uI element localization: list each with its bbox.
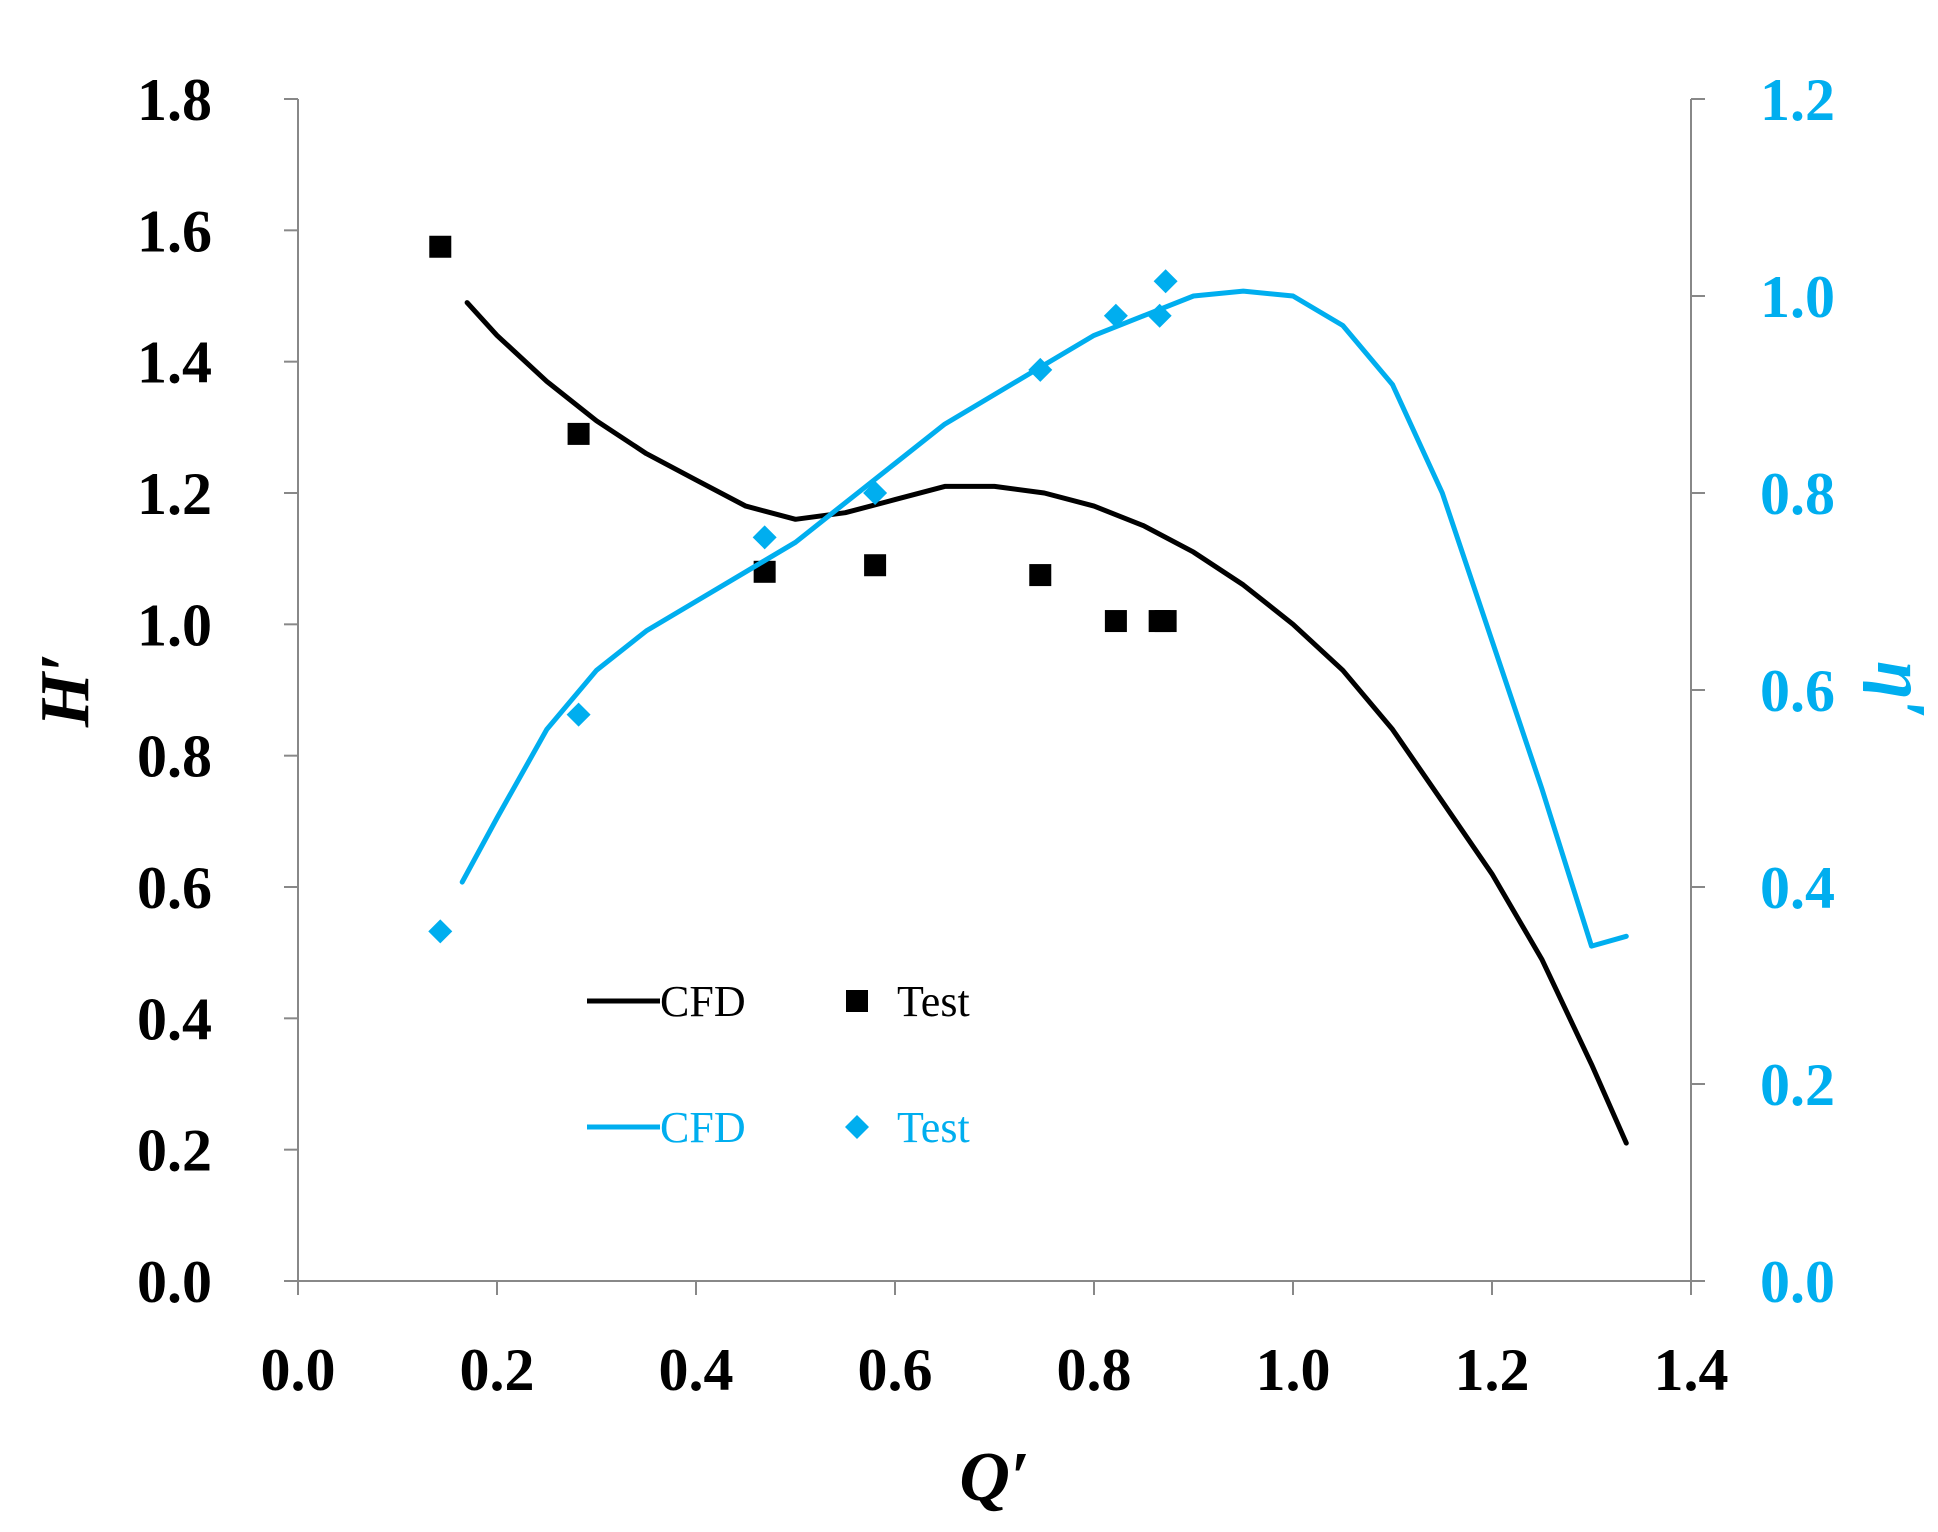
y-left-tick-label: 1.6 <box>137 198 212 264</box>
eta_test-point <box>1103 303 1128 328</box>
legend: CFD Test CFD Test <box>587 977 970 1152</box>
x-tick-label: 0.0 <box>261 1337 336 1403</box>
eta_test-point <box>1147 303 1172 328</box>
y-right-tick-label: 0.8 <box>1760 461 1835 527</box>
eta_test-point <box>1153 269 1178 294</box>
tick-labels: 0.0 0.2 0.4 0.6 0.8 1.0 1.2 1.4 0.0 0.2 0.4 0.6 0.8 1… <box>137 67 1835 1403</box>
x-axis-title: Q′ <box>959 1439 1029 1516</box>
y-axis-left-title: H′ <box>27 653 104 728</box>
y-left-tick-label: 0.0 <box>137 1249 212 1315</box>
H_test-point <box>1029 564 1052 587</box>
eta_test-point <box>752 525 777 550</box>
y-axis-right-title: η′ <box>1862 661 1938 719</box>
x-tick-label: 0.2 <box>460 1337 535 1403</box>
x-tick-label: 0.8 <box>1057 1337 1132 1403</box>
H_test-point <box>1154 610 1177 633</box>
axes <box>284 98 1705 1295</box>
y-left-tick-label: 0.6 <box>137 855 212 921</box>
y-left-tick-label: 1.4 <box>137 330 212 396</box>
eta_test-point <box>566 702 591 727</box>
legend-label: Test <box>897 977 970 1026</box>
x-tick-label: 1.4 <box>1654 1337 1729 1403</box>
eta_test-point <box>1028 357 1053 382</box>
H_test-point <box>567 422 590 445</box>
H_cfd-line <box>464 300 1629 1146</box>
x-tick-label: 0.4 <box>659 1337 734 1403</box>
H_test-point <box>864 554 887 577</box>
y-left-tick-label: 0.8 <box>137 724 212 790</box>
legend-marker-swatch <box>846 990 868 1012</box>
x-tick-label: 1.0 <box>1256 1337 1331 1403</box>
legend-label: Test <box>897 1103 970 1152</box>
y-right-tick-label: 0.4 <box>1760 855 1835 921</box>
y-left-tick-label: 0.4 <box>137 986 212 1052</box>
y-right-tick-label: 1.2 <box>1760 67 1835 133</box>
y-right-tick-label: 0.0 <box>1760 1249 1835 1315</box>
y-left-tick-label: 1.8 <box>137 67 212 133</box>
legend-label: CFD <box>660 977 746 1026</box>
H_test-point <box>1104 610 1127 633</box>
x-tick-label: 0.6 <box>858 1337 933 1403</box>
eta_cfd-line <box>459 288 1629 949</box>
legend-marker-swatch <box>845 1115 869 1139</box>
y-left-tick-label: 1.2 <box>137 461 212 527</box>
y-left-tick-label: 1.0 <box>137 592 212 658</box>
y-right-tick-label: 0.2 <box>1760 1052 1835 1118</box>
eta_test-point <box>428 919 453 944</box>
y-right-tick-label: 0.6 <box>1760 658 1835 724</box>
eta_test-point <box>863 481 888 505</box>
plot-area <box>428 235 1629 1146</box>
y-right-tick-label: 1.0 <box>1760 264 1835 330</box>
y-left-tick-label: 0.2 <box>137 1118 212 1184</box>
legend-label: CFD <box>660 1103 746 1152</box>
x-tick-label: 1.2 <box>1455 1337 1530 1403</box>
H_test-point <box>429 235 452 258</box>
